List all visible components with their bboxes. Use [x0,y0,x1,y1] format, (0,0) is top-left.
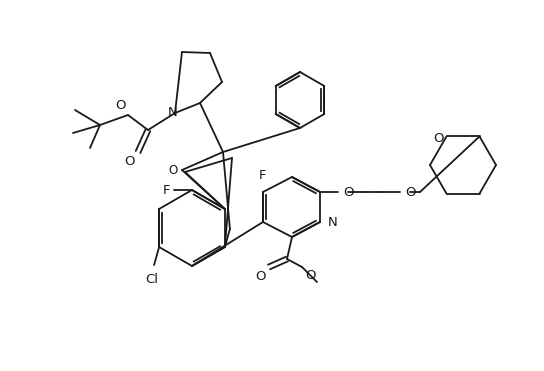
Text: O: O [125,155,135,168]
Text: F: F [259,169,267,182]
Text: O: O [305,269,316,282]
Text: O: O [343,186,354,198]
Text: O: O [256,270,266,283]
Text: O: O [433,132,443,145]
Text: O: O [405,186,416,198]
Text: F: F [163,184,170,197]
Text: O: O [169,164,178,177]
Text: N: N [168,106,178,119]
Text: N: N [328,216,338,229]
Text: O: O [115,99,126,112]
Text: Cl: Cl [146,273,159,286]
